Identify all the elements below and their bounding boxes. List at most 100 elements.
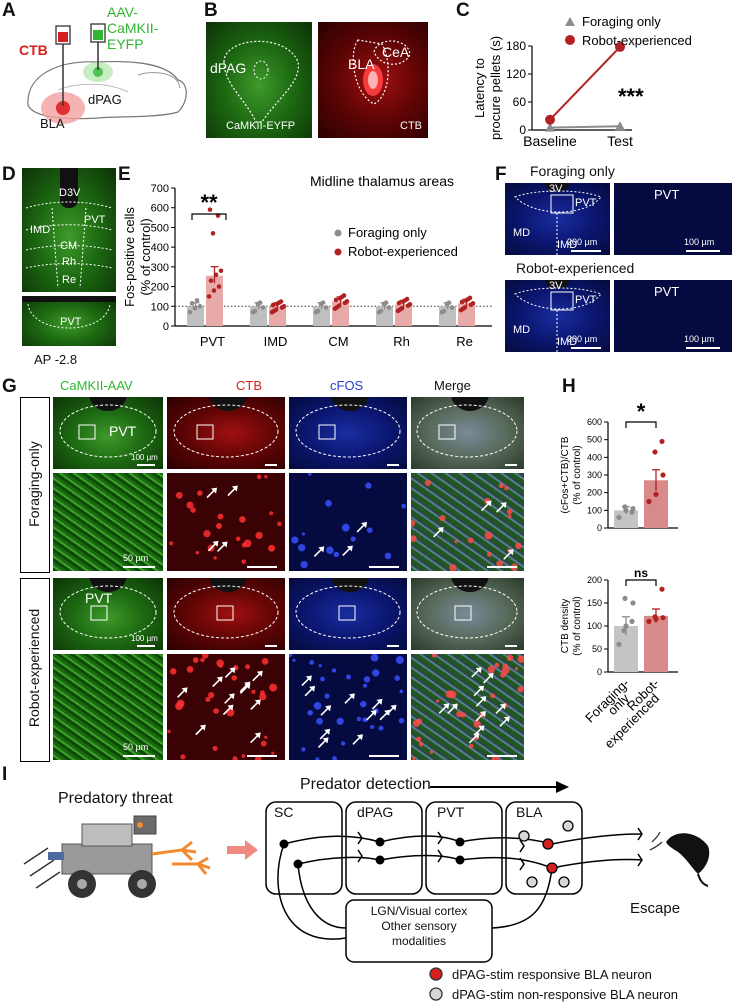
e-datapoint — [467, 295, 473, 301]
e-datapoint — [383, 300, 389, 306]
cell-dot — [418, 741, 424, 747]
c-legend-robot: Robot-experienced — [582, 33, 692, 48]
arrow-head — [500, 502, 507, 509]
cell-dot — [468, 743, 474, 749]
cell-dot — [502, 663, 509, 670]
g-col-merge: Merge — [434, 378, 471, 393]
h-ylabel-1: (cFos+CTB)/CTB — [560, 436, 571, 513]
cell-dot — [313, 701, 322, 710]
f-top-zoom-pvt: PVT — [654, 187, 680, 202]
ctb-syringe-fill — [58, 32, 68, 42]
cell-dot — [316, 717, 323, 725]
circuit-box-3 — [505, 801, 583, 895]
arrow-head — [384, 709, 391, 716]
bla-nonresponsive-neuron — [526, 876, 538, 888]
e-ytick-label: 200 — [151, 282, 169, 294]
h-datapoint — [660, 615, 666, 621]
cell-dot — [260, 740, 267, 747]
cell-dot — [259, 693, 267, 701]
e-ytick-label: 700 — [151, 183, 169, 195]
h-datapoint — [623, 623, 629, 629]
e-significance: ** — [200, 190, 218, 215]
cell-dot — [431, 654, 437, 658]
pvt-image-top-edge — [22, 296, 116, 302]
synapse-terminal — [437, 831, 443, 845]
cell-dot — [370, 654, 379, 662]
g-ventricle-merge — [451, 397, 489, 411]
sensory-box — [345, 899, 493, 963]
synapse-terminal — [519, 839, 525, 853]
f-top-outlines — [514, 190, 602, 255]
axon-sc-dpag-2 — [297, 856, 381, 865]
c-point-robot — [615, 41, 625, 52]
f-bottom-zoom-pvt: PVT — [654, 284, 680, 299]
axon-dpag-pvt-2 — [379, 854, 461, 861]
cell-dot — [515, 667, 519, 671]
e-ytick-label: 400 — [151, 242, 169, 254]
cell-dot — [217, 513, 224, 520]
h-datapoint — [646, 498, 652, 505]
cell-dot — [331, 668, 337, 673]
cell-dot — [416, 736, 422, 742]
g-cfos-dots-2 — [289, 654, 405, 760]
h-datapoint — [622, 595, 628, 601]
panel-label-i: I — [2, 764, 8, 785]
cell-dot — [394, 675, 401, 681]
neuron-soma — [279, 839, 289, 849]
f-bottom-scale-100: 100 µm — [684, 334, 715, 344]
e-datapoint — [449, 305, 455, 310]
f-top-3v — [545, 183, 569, 191]
g-row-box-foraging — [20, 397, 50, 573]
arrow-head — [227, 704, 234, 711]
arrow-head — [485, 500, 492, 507]
panel-c-chart: 0 60 120 180 Baseline Test Latency to procure p… — [472, 14, 692, 149]
e-datapoint — [273, 307, 279, 313]
e-datapoint — [194, 298, 200, 303]
f-top-scale-200: 200 µm — [567, 237, 598, 247]
c-point-foraging — [545, 122, 555, 132]
g-foraging-cfos-low — [289, 397, 407, 469]
arrow-head — [348, 693, 355, 700]
h-datapoint — [646, 618, 652, 624]
g-scalebar-50-1 — [123, 566, 155, 568]
f-top-scale-100: 100 µm — [684, 237, 715, 247]
arrow-head — [221, 541, 228, 548]
motion-line-2 — [29, 859, 55, 877]
i-node-bla: BLA — [516, 804, 543, 820]
h-ylabel-2: (% of control) — [572, 596, 583, 655]
h-datapoint — [630, 600, 636, 606]
g-scale-100-2: 100 µm — [131, 634, 158, 643]
cell-dot — [186, 501, 194, 509]
e-datapoint — [252, 308, 258, 314]
e-datapoint — [407, 302, 413, 307]
robot-top — [81, 823, 133, 847]
cell-dot — [346, 674, 352, 680]
e-datapoint — [315, 308, 321, 314]
g-scale-50-2: 50 µm — [123, 742, 149, 752]
g-robot-ctb-zoom — [167, 654, 285, 760]
g-col-camkii: CaMKII-AAV — [60, 378, 133, 393]
e-datapoint — [218, 268, 224, 274]
g-merge-dots-1 — [411, 479, 522, 571]
cell-dot — [243, 539, 252, 548]
i-detection-title: Predator detection — [300, 776, 431, 793]
i-sensory-box-text: LGN/Visual cortex Other sensory modaliti… — [346, 904, 492, 949]
h-ytick-label: 50 — [592, 644, 602, 654]
synapse-terminal — [437, 849, 443, 863]
e-datapoint — [208, 278, 214, 283]
g-ventricle — [89, 397, 127, 411]
cell-dot — [487, 665, 496, 674]
g-robot-merge-zoom — [411, 654, 524, 760]
i-sensory-line-1: LGN/Visual cortex — [370, 904, 468, 918]
axon-bla-out-2 — [551, 858, 643, 869]
cell-dot — [245, 664, 251, 670]
e-datapoint — [257, 300, 263, 306]
h-datapoint — [659, 586, 665, 592]
cell-dot — [190, 507, 196, 513]
panel-label-h: H — [562, 376, 576, 397]
g-foraging-ctb-low — [167, 397, 285, 469]
cell-dot — [241, 754, 246, 758]
circuit-box-2 — [425, 801, 503, 895]
g-ventricle-ctb-r — [209, 578, 247, 592]
cell-dot — [167, 729, 171, 734]
